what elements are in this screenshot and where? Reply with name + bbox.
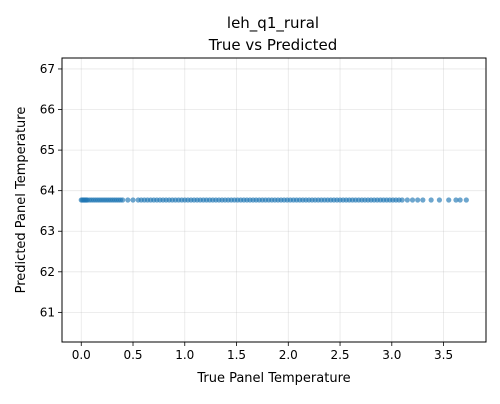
y-tick-label: 66 xyxy=(40,103,55,117)
data-point xyxy=(453,197,459,203)
data-point xyxy=(415,197,421,203)
x-tick-label: 3.5 xyxy=(434,348,453,362)
x-tick-label: 1.5 xyxy=(227,348,246,362)
data-point xyxy=(428,197,434,203)
data-points xyxy=(78,197,469,203)
data-point xyxy=(457,197,463,203)
chart-subtitle: True vs Predicted xyxy=(208,36,338,54)
axis-ticks: 0.0 0.5 1.0 1.5 2.0 2.5 3.0 3.5 61 62 63 64 65 66 67 xyxy=(40,62,453,362)
y-axis-label: Predicted Panel Temperature xyxy=(14,107,29,294)
data-point xyxy=(420,197,426,203)
data-point xyxy=(404,197,410,203)
x-tick-label: 2.5 xyxy=(330,348,349,362)
y-tick-label: 65 xyxy=(40,143,55,157)
x-axis-label: True Panel Temperature xyxy=(196,371,350,386)
x-tick-label: 2.0 xyxy=(279,348,298,362)
data-point xyxy=(463,197,469,203)
data-point xyxy=(446,197,452,203)
data-point xyxy=(120,197,126,203)
chart-title: leh_q1_rural xyxy=(227,14,319,33)
x-tick-label: 0.0 xyxy=(72,348,91,362)
y-tick-label: 61 xyxy=(40,305,55,319)
x-tick-label: 1.0 xyxy=(175,348,194,362)
data-point xyxy=(436,197,443,203)
y-tick-label: 64 xyxy=(40,184,55,198)
x-tick-label: 3.0 xyxy=(382,348,401,362)
y-tick-label: 67 xyxy=(40,62,55,76)
y-tick-label: 63 xyxy=(40,224,55,238)
plot-frame xyxy=(61,57,487,343)
data-point xyxy=(409,197,416,203)
y-tick-label: 62 xyxy=(40,265,55,279)
data-point xyxy=(399,197,405,203)
x-tick-label: 0.5 xyxy=(123,348,142,362)
data-point xyxy=(125,197,131,203)
data-point xyxy=(130,197,136,203)
